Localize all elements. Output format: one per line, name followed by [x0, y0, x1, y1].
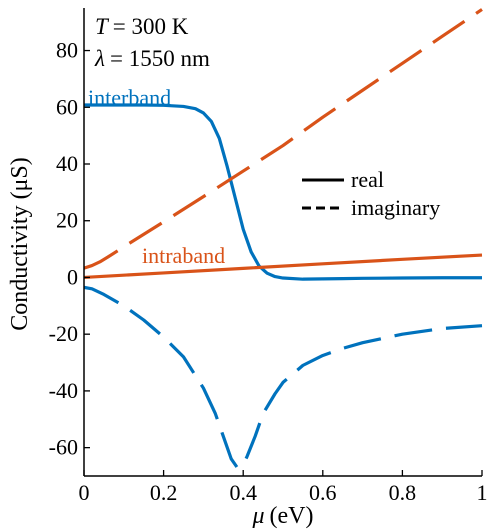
y-tick-label: 60 — [56, 94, 78, 119]
legend-imaginary-label: imaginary — [351, 195, 440, 220]
y-tick-label: 0 — [67, 264, 78, 289]
wavelength-annotation: λ = 1550 nm — [94, 46, 210, 71]
interband-imaginary-line — [83, 285, 483, 470]
y-tick-label: -60 — [49, 435, 78, 460]
x-tick-label: 0.4 — [229, 480, 257, 505]
y-tick-label: 40 — [56, 151, 78, 176]
y-tick-label: 20 — [56, 208, 78, 233]
legend: real imaginary — [302, 167, 440, 220]
y-axis-label: Conductivity (μS) — [7, 157, 33, 331]
x-tick-label: 0.6 — [309, 480, 337, 505]
x-tick-label: 0 — [79, 480, 90, 505]
x-tick-label: 0.8 — [389, 480, 417, 505]
interband-real-line — [84, 103, 482, 281]
x-tick-label: 1 — [477, 480, 487, 505]
y-ticks: -60 -40 -20 0 20 40 60 80 — [49, 38, 90, 460]
x-axis-label: μ (eV) — [251, 503, 313, 529]
y-tick-label: 80 — [56, 38, 78, 63]
plot-area — [83, 8, 483, 470]
y-tick-label: -20 — [49, 321, 78, 346]
x-ticks: 0 0.2 0.4 0.6 0.8 1 — [79, 470, 487, 505]
y-tick-label: -40 — [49, 378, 78, 403]
legend-real-label: real — [351, 167, 384, 192]
intraband-label: intraband — [142, 243, 225, 268]
x-tick-label: 0.2 — [150, 480, 178, 505]
intraband-real-line — [83, 253, 483, 280]
temperature-annotation: T = 300 K — [95, 14, 189, 39]
interband-label: interband — [88, 85, 171, 110]
intraband-imaginary-line — [83, 8, 483, 270]
